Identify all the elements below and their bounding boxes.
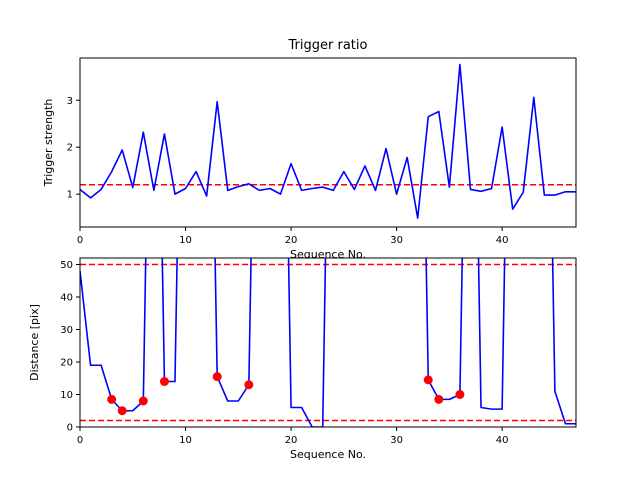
- marker-point-4: [212, 372, 222, 382]
- y-tick-label: 30: [60, 325, 73, 336]
- marker-point-8: [455, 390, 465, 399]
- plot-layer: [80, 63, 576, 219]
- plot-frame: [79, 257, 577, 428]
- x-tick-label: 20: [285, 435, 298, 446]
- y-tick-label: 2: [67, 143, 73, 154]
- y-tick-label: 0: [67, 423, 73, 434]
- marker-point-0: [107, 394, 117, 404]
- y-tick-label: 1: [67, 190, 73, 201]
- x-tick-label: 10: [179, 235, 192, 246]
- y-tick-label: 20: [60, 358, 73, 369]
- chart-title: Trigger ratio: [288, 38, 368, 53]
- y-tick-label: 3: [67, 96, 73, 107]
- y-axis-label: Trigger strength: [42, 99, 55, 188]
- marker-point-5: [244, 380, 254, 390]
- plot-layer: [80, 258, 576, 427]
- x-tick-label: 40: [496, 235, 509, 246]
- y-axis-label: Distance [pix]: [28, 304, 41, 381]
- y-tick-label: 50: [60, 260, 73, 271]
- series-line-0: [80, 258, 576, 427]
- x-tick-label: 0: [77, 235, 83, 246]
- plot-area: [80, 58, 576, 227]
- x-axis-label: Sequence No.: [290, 448, 366, 461]
- x-tick-label: 0: [77, 435, 83, 446]
- x-tick-label: 30: [390, 235, 403, 246]
- marker-point-1: [117, 406, 127, 416]
- series-line-0: [80, 63, 576, 219]
- x-tick-label: 10: [179, 435, 192, 446]
- chart-distance: 0 10 20 30 40 0 10 20 30 40 50 Sequence No. Distance…: [28, 257, 577, 461]
- x-tick-label: 20: [285, 235, 298, 246]
- marker-point-3: [159, 377, 169, 386]
- y-tick-label: 40: [60, 293, 73, 304]
- plot-frame: [79, 57, 577, 228]
- marker-point-6: [423, 375, 433, 385]
- y-tick-label: 10: [60, 390, 73, 401]
- x-tick-label: 40: [496, 435, 509, 446]
- marker-point-2: [138, 396, 148, 406]
- x-tick-label: 30: [390, 435, 403, 446]
- marker-point-7: [434, 394, 444, 404]
